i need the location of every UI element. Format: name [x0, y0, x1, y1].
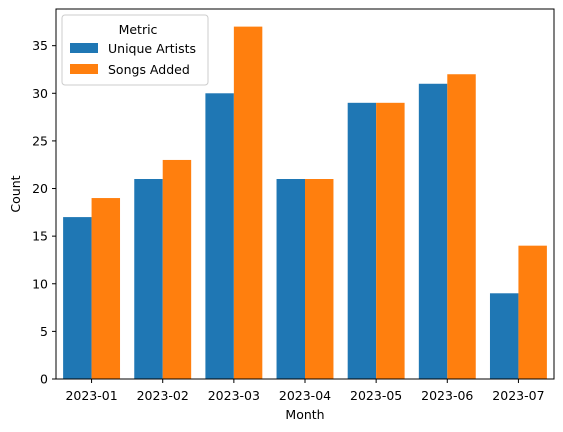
x-axis-label: Month: [285, 407, 324, 422]
legend-title: Metric: [119, 22, 158, 37]
bar-unique-artists-2023-01: [63, 217, 92, 379]
bar-songs-added-2023-05: [376, 102, 405, 379]
legend-swatch-songs-added: [70, 64, 98, 74]
bar-songs-added-2023-02: [162, 159, 192, 379]
legend-label-songs-added: Songs Added: [108, 62, 190, 77]
plot-frame: [55, 8, 555, 380]
y-tick-label: 25: [32, 133, 48, 148]
y-tick-label: 0: [40, 372, 48, 387]
bar-songs-added-2023-04: [305, 179, 334, 379]
y-tick-label: 5: [40, 324, 48, 339]
x-tick-label: 2023-03: [208, 388, 260, 403]
x-tick-label: 2023-06: [421, 388, 473, 403]
bar-unique-artists-2023-04: [276, 179, 305, 379]
x-tick-label: 2023-04: [279, 388, 331, 403]
bar-unique-artists-2023-07: [489, 293, 519, 379]
y-tick-label: 35: [32, 38, 48, 53]
bar-unique-artists-2023-02: [134, 179, 163, 379]
bar-songs-added-2023-01: [91, 198, 121, 379]
x-tick-label: 2023-05: [350, 388, 402, 403]
x-tick-label: 2023-02: [137, 388, 189, 403]
y-tick-label: 10: [32, 276, 48, 291]
legend-box: [61, 14, 209, 86]
y-tick-label: 30: [32, 86, 48, 101]
bar-songs-added-2023-03: [233, 26, 263, 380]
bar-unique-artists-2023-03: [205, 93, 234, 379]
x-axis-ticks: 2023-01 2023-02 2023-03 2023-04 2023-05 2023-…: [65, 379, 545, 403]
y-axis-label: Count: [8, 175, 23, 212]
legend-label-unique-artists: Unique Artists: [108, 41, 196, 56]
bar-songs-added-2023-07: [518, 245, 547, 379]
y-axis-ticks: 0 5 10 15 20 25 30 35: [32, 38, 56, 387]
legend: Metric Unique Artists Songs Added: [61, 14, 209, 86]
bar-unique-artists-2023-05: [347, 102, 377, 379]
bar-unique-artists-2023-06: [418, 83, 448, 379]
x-tick-label: 2023-01: [65, 388, 117, 403]
y-tick-label: 20: [32, 181, 48, 196]
bar-songs-added-2023-06: [447, 74, 476, 380]
y-tick-label: 15: [32, 229, 48, 244]
x-tick-label: 2023-07: [492, 388, 544, 403]
bars-layer: [63, 26, 547, 380]
legend-swatch-unique-artists: [70, 43, 98, 53]
